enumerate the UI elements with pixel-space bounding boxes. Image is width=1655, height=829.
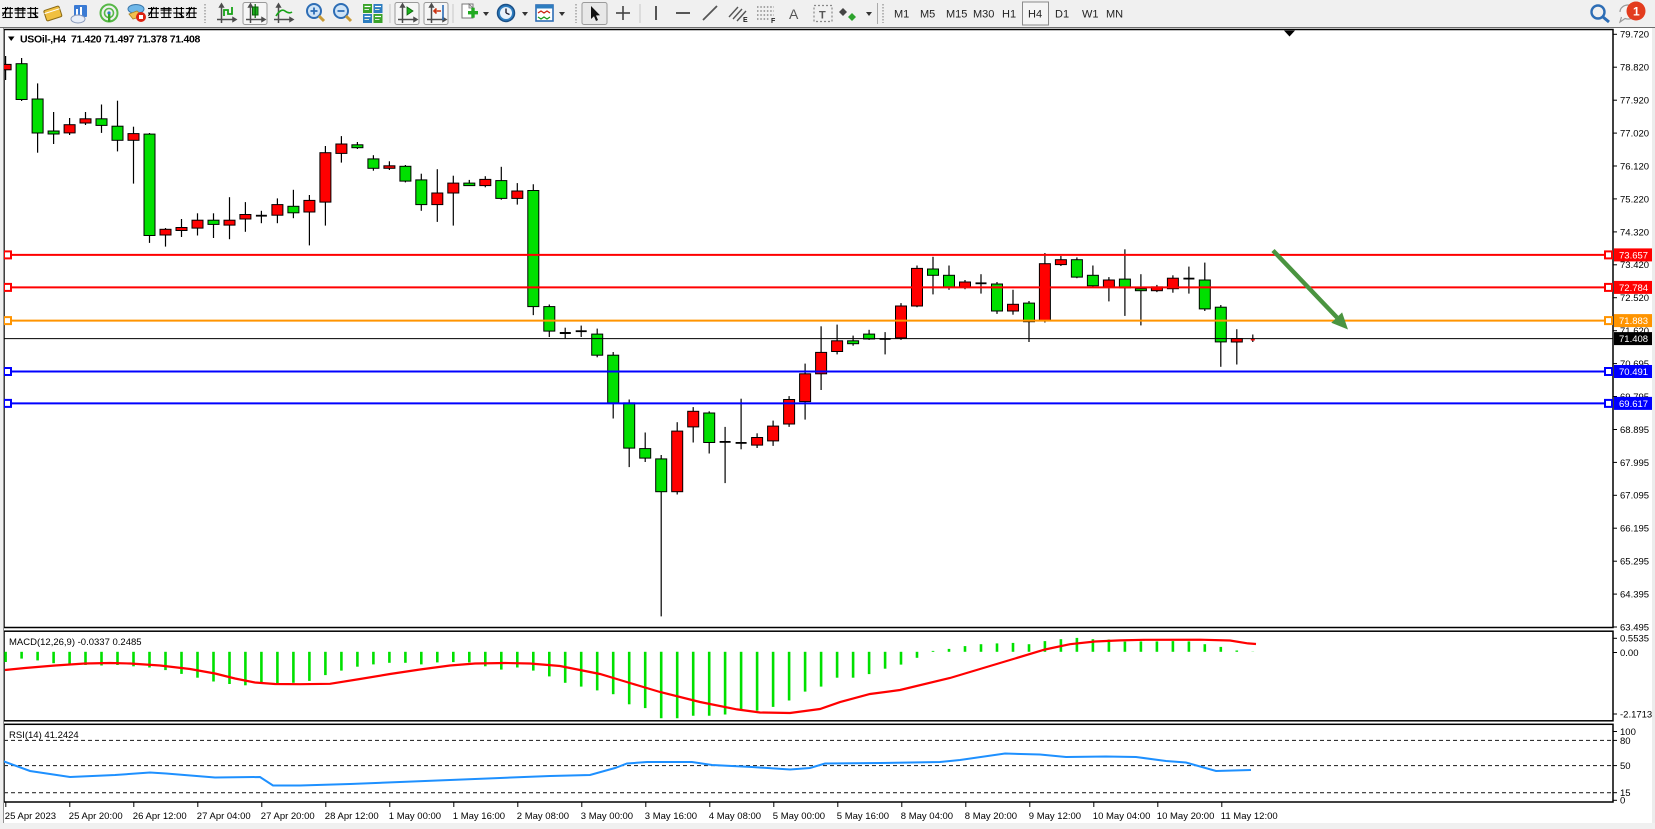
- svg-text:70.695: 70.695: [1620, 359, 1649, 370]
- svg-text:M30: M30: [973, 9, 994, 21]
- svg-text:F: F: [771, 18, 776, 25]
- svg-text:H1: H1: [1002, 9, 1016, 21]
- svg-text:11 May 12:00: 11 May 12:00: [1221, 811, 1278, 822]
- svg-text:63.495: 63.495: [1620, 622, 1649, 633]
- svg-text:M15: M15: [946, 9, 967, 21]
- svg-text:5 May 00:00: 5 May 00:00: [773, 811, 825, 822]
- svg-text:0: 0: [1620, 796, 1625, 807]
- svg-text:72.784: 72.784: [1619, 283, 1648, 294]
- svg-text:1 May 16:00: 1 May 16:00: [453, 811, 505, 822]
- svg-text:MACD(12,26,9) -0.0337 0.2485: MACD(12,26,9) -0.0337 0.2485: [9, 637, 142, 648]
- svg-text:71.883: 71.883: [1619, 316, 1648, 327]
- svg-text:RSI(14) 41.2424: RSI(14) 41.2424: [9, 730, 79, 741]
- svg-text:T: T: [819, 10, 826, 22]
- svg-text:77.920: 77.920: [1620, 96, 1649, 107]
- svg-text:USOil-,H4 71.420 71.497 71.37: USOil-,H4 71.420 71.497 71.378 71.408: [20, 34, 201, 46]
- svg-text:73.420: 73.420: [1620, 260, 1649, 271]
- svg-text:E: E: [743, 17, 748, 24]
- svg-text:78.820: 78.820: [1620, 63, 1649, 74]
- svg-text:65.295: 65.295: [1620, 557, 1649, 568]
- svg-text:64.395: 64.395: [1620, 590, 1649, 601]
- svg-text:27 Apr 04:00: 27 Apr 04:00: [197, 811, 251, 822]
- svg-text:15: 15: [1620, 788, 1631, 799]
- svg-text:D1: D1: [1055, 9, 1069, 21]
- svg-text:2 May 08:00: 2 May 08:00: [517, 811, 569, 822]
- svg-text:67.095: 67.095: [1620, 491, 1649, 502]
- svg-text:70.491: 70.491: [1619, 367, 1648, 378]
- svg-text:27 Apr 20:00: 27 Apr 20:00: [261, 811, 315, 822]
- svg-text:0.00: 0.00: [1620, 648, 1639, 659]
- svg-text:H4: H4: [1028, 9, 1042, 21]
- svg-text:A: A: [789, 6, 799, 22]
- svg-text:50: 50: [1620, 761, 1631, 772]
- svg-text:75.220: 75.220: [1620, 194, 1649, 205]
- svg-text:28 Apr 12:00: 28 Apr 12:00: [325, 811, 379, 822]
- svg-text:1: 1: [1633, 5, 1640, 19]
- svg-text:0.5535: 0.5535: [1620, 634, 1649, 645]
- svg-text:4 May 08:00: 4 May 08:00: [709, 811, 761, 822]
- svg-text:M1: M1: [894, 9, 909, 21]
- svg-text:8 May 20:00: 8 May 20:00: [965, 811, 1017, 822]
- svg-text:66.195: 66.195: [1620, 524, 1649, 535]
- svg-text:76.120: 76.120: [1620, 161, 1649, 172]
- svg-text:25 Apr 2023: 25 Apr 2023: [5, 811, 56, 822]
- svg-text:3 May 16:00: 3 May 16:00: [645, 811, 697, 822]
- svg-text:3 May 00:00: 3 May 00:00: [581, 811, 633, 822]
- svg-text:M5: M5: [920, 9, 935, 21]
- svg-text:77.020: 77.020: [1620, 129, 1649, 140]
- svg-text:8 May 04:00: 8 May 04:00: [901, 811, 953, 822]
- svg-text:26 Apr 12:00: 26 Apr 12:00: [133, 811, 187, 822]
- svg-text:80: 80: [1620, 736, 1631, 747]
- svg-text:9 May 12:00: 9 May 12:00: [1029, 811, 1081, 822]
- svg-text:79.720: 79.720: [1620, 30, 1649, 41]
- svg-text:100: 100: [1620, 727, 1636, 738]
- svg-text:1 May 00:00: 1 May 00:00: [389, 811, 441, 822]
- svg-text:74.320: 74.320: [1620, 227, 1649, 238]
- svg-text:67.995: 67.995: [1620, 458, 1649, 469]
- svg-text:W1: W1: [1082, 9, 1099, 21]
- svg-text:72.520: 72.520: [1620, 293, 1649, 304]
- svg-text:71.408: 71.408: [1619, 334, 1648, 345]
- svg-text:73.657: 73.657: [1619, 251, 1648, 262]
- svg-text:71.620: 71.620: [1620, 326, 1649, 337]
- svg-text:MN: MN: [1106, 9, 1123, 21]
- svg-text:-2.1713: -2.1713: [1620, 709, 1652, 720]
- svg-text:68.895: 68.895: [1620, 425, 1649, 436]
- svg-text:69.617: 69.617: [1619, 399, 1648, 410]
- svg-text:10 May 04:00: 10 May 04:00: [1093, 811, 1151, 822]
- svg-text:25 Apr 20:00: 25 Apr 20:00: [69, 811, 123, 822]
- svg-text:10 May 20:00: 10 May 20:00: [1157, 811, 1215, 822]
- svg-text:5 May 16:00: 5 May 16:00: [837, 811, 889, 822]
